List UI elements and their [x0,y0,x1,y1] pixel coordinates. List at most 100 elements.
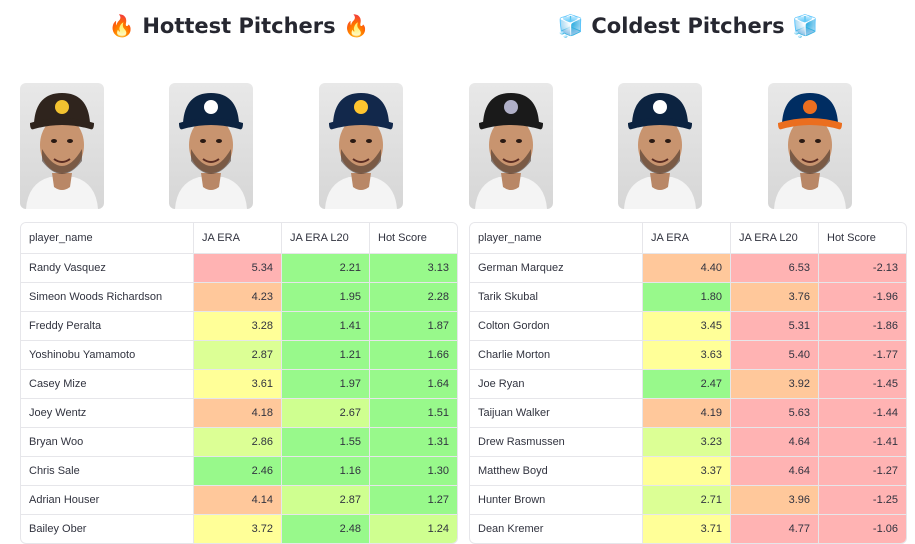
ja-era-l20-cell[interactable]: 3.96 [730,486,818,514]
ja-era-cell[interactable]: 4.14 [193,486,281,514]
column-header-ja-era[interactable]: JA ERA [193,223,281,253]
hot-score-cell[interactable]: 1.87 [369,312,457,340]
ja-era-cell[interactable]: 3.61 [193,370,281,398]
player-name-cell[interactable]: Tarik Skubal [478,291,538,303]
column-header-hot-score[interactable]: Hot Score [818,223,906,253]
player-name-cell[interactable]: Yoshinobu Yamamoto [29,349,136,361]
ja-era-l20-cell[interactable]: 1.16 [281,457,369,485]
ja-era-l20-cell[interactable]: 2.87 [281,486,369,514]
column-header-player-name[interactable]: player_name [478,232,542,244]
ja-era-cell[interactable]: 3.45 [642,312,730,340]
ja-era-l20-cell[interactable]: 2.67 [281,399,369,427]
player-name-cell[interactable]: Matthew Boyd [478,465,548,477]
hot-score-cell[interactable]: -1.45 [818,370,906,398]
table-row[interactable]: Joe Ryan 2.47 3.92 -1.45 [470,369,906,398]
ja-era-l20-cell[interactable]: 5.63 [730,399,818,427]
table-row[interactable]: Hunter Brown 2.71 3.96 -1.25 [470,485,906,514]
table-row[interactable]: Chris Sale 2.46 1.16 1.30 [21,456,457,485]
coldest-pitchers-table[interactable]: player_name JA ERA JA ERA L20 Hot Score … [469,222,907,544]
ja-era-l20-cell[interactable]: 1.55 [281,428,369,456]
hot-score-cell[interactable]: 1.64 [369,370,457,398]
ja-era-cell[interactable]: 1.80 [642,283,730,311]
table-row[interactable]: Drew Rasmussen 3.23 4.64 -1.41 [470,427,906,456]
table-row[interactable]: Joey Wentz 4.18 2.67 1.51 [21,398,457,427]
ja-era-l20-cell[interactable]: 5.40 [730,341,818,369]
hot-score-cell[interactable]: -2.13 [818,254,906,282]
hot-score-cell[interactable]: -1.86 [818,312,906,340]
player-name-cell[interactable]: Freddy Peralta [29,320,102,332]
ja-era-cell[interactable]: 4.19 [642,399,730,427]
table-row[interactable]: German Marquez 4.40 6.53 -2.13 [470,253,906,282]
hot-score-cell[interactable]: 2.28 [369,283,457,311]
table-row[interactable]: Adrian Houser 4.14 2.87 1.27 [21,485,457,514]
table-row[interactable]: Casey Mize 3.61 1.97 1.64 [21,369,457,398]
player-name-cell[interactable]: Joe Ryan [478,378,525,390]
ja-era-l20-cell[interactable]: 1.97 [281,370,369,398]
hot-score-cell[interactable]: -1.25 [818,486,906,514]
ja-era-cell[interactable]: 3.72 [193,515,281,543]
hot-score-cell[interactable]: 1.24 [369,515,457,543]
ja-era-cell[interactable]: 3.28 [193,312,281,340]
ja-era-l20-cell[interactable]: 3.76 [730,283,818,311]
ja-era-cell[interactable]: 3.63 [642,341,730,369]
ja-era-l20-cell[interactable]: 4.64 [730,428,818,456]
player-name-cell[interactable]: Chris Sale [29,465,80,477]
ja-era-cell[interactable]: 2.47 [642,370,730,398]
hot-score-cell[interactable]: -1.96 [818,283,906,311]
column-header-ja-era-l20[interactable]: JA ERA L20 [730,223,818,253]
ja-era-cell[interactable]: 5.34 [193,254,281,282]
ja-era-cell[interactable]: 4.40 [642,254,730,282]
hot-score-cell[interactable]: 1.31 [369,428,457,456]
table-row[interactable]: Bailey Ober 3.72 2.48 1.24 [21,514,457,543]
player-name-cell[interactable]: German Marquez [478,262,564,274]
table-row[interactable]: Tarik Skubal 1.80 3.76 -1.96 [470,282,906,311]
player-name-cell[interactable]: Joey Wentz [29,407,87,419]
ja-era-l20-cell[interactable]: 2.48 [281,515,369,543]
ja-era-cell[interactable]: 3.23 [642,428,730,456]
ja-era-cell[interactable]: 3.71 [642,515,730,543]
ja-era-cell[interactable]: 2.87 [193,341,281,369]
hot-score-cell[interactable]: -1.41 [818,428,906,456]
ja-era-l20-cell[interactable]: 1.41 [281,312,369,340]
player-name-cell[interactable]: Adrian Houser [29,494,100,506]
hot-score-cell[interactable]: -1.27 [818,457,906,485]
ja-era-l20-cell[interactable]: 6.53 [730,254,818,282]
table-row[interactable]: Simeon Woods Richardson 4.23 1.95 2.28 [21,282,457,311]
hot-score-cell[interactable]: -1.44 [818,399,906,427]
player-name-cell[interactable]: Drew Rasmussen [478,436,565,448]
table-row[interactable]: Matthew Boyd 3.37 4.64 -1.27 [470,456,906,485]
ja-era-cell[interactable]: 2.86 [193,428,281,456]
column-header-ja-era[interactable]: JA ERA [642,223,730,253]
ja-era-l20-cell[interactable]: 5.31 [730,312,818,340]
ja-era-l20-cell[interactable]: 2.21 [281,254,369,282]
hot-score-cell[interactable]: 1.27 [369,486,457,514]
ja-era-l20-cell[interactable]: 3.92 [730,370,818,398]
player-name-cell[interactable]: Dean Kremer [478,523,544,535]
table-row[interactable]: Yoshinobu Yamamoto 2.87 1.21 1.66 [21,340,457,369]
hottest-pitchers-table[interactable]: player_name JA ERA JA ERA L20 Hot Score … [20,222,458,544]
player-name-cell[interactable]: Bailey Ober [29,523,87,535]
ja-era-cell[interactable]: 2.46 [193,457,281,485]
table-row[interactable]: Dean Kremer 3.71 4.77 -1.06 [470,514,906,543]
player-name-cell[interactable]: Hunter Brown [478,494,546,506]
ja-era-cell[interactable]: 3.37 [642,457,730,485]
hot-score-cell[interactable]: 1.30 [369,457,457,485]
ja-era-cell[interactable]: 4.18 [193,399,281,427]
ja-era-l20-cell[interactable]: 1.21 [281,341,369,369]
table-row[interactable]: Bryan Woo 2.86 1.55 1.31 [21,427,457,456]
column-header-ja-era-l20[interactable]: JA ERA L20 [281,223,369,253]
ja-era-l20-cell[interactable]: 4.77 [730,515,818,543]
ja-era-l20-cell[interactable]: 1.95 [281,283,369,311]
player-name-cell[interactable]: Simeon Woods Richardson [29,291,163,303]
table-row[interactable]: Randy Vasquez 5.34 2.21 3.13 [21,253,457,282]
hot-score-cell[interactable]: 3.13 [369,254,457,282]
table-row[interactable]: Charlie Morton 3.63 5.40 -1.77 [470,340,906,369]
player-name-cell[interactable]: Randy Vasquez [29,262,106,274]
player-name-cell[interactable]: Bryan Woo [29,436,84,448]
table-row[interactable]: Taijuan Walker 4.19 5.63 -1.44 [470,398,906,427]
ja-era-cell[interactable]: 2.71 [642,486,730,514]
column-header-hot-score[interactable]: Hot Score [369,223,457,253]
hot-score-cell[interactable]: 1.66 [369,341,457,369]
hot-score-cell[interactable]: -1.06 [818,515,906,543]
player-name-cell[interactable]: Colton Gordon [478,320,550,332]
